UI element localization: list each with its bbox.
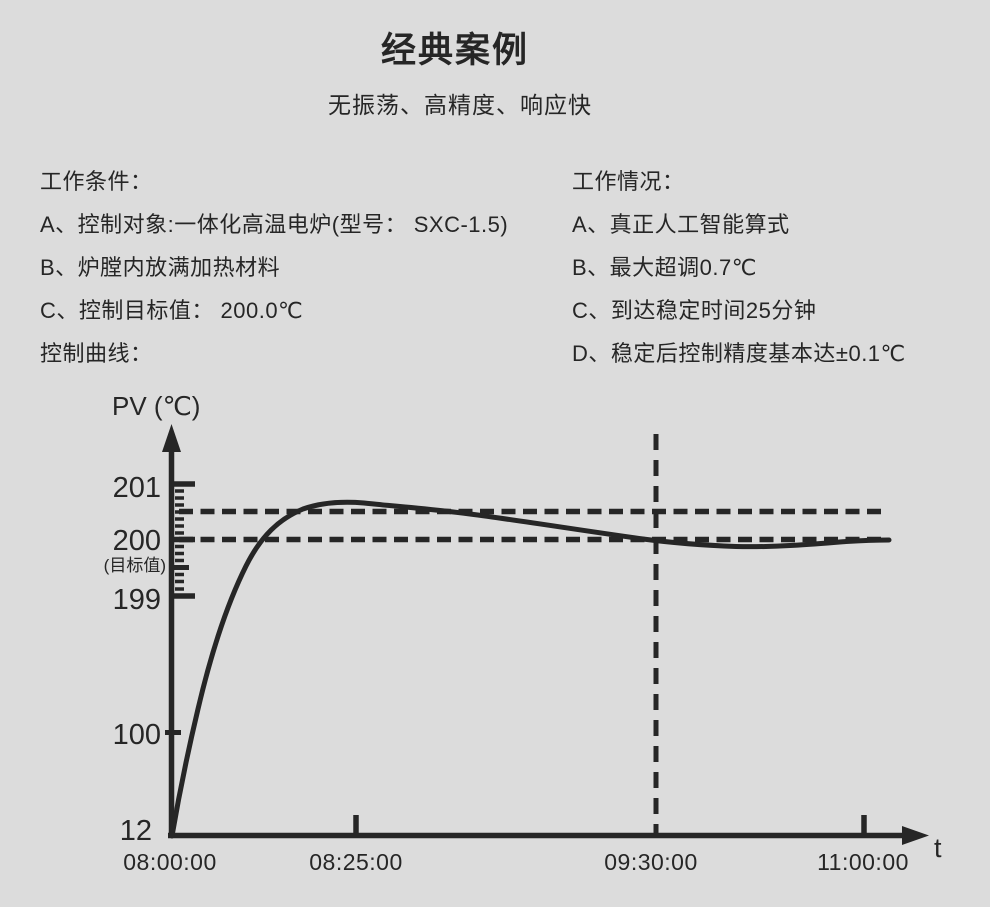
page-title: 经典案例 <box>380 31 529 70</box>
x-tick-label-0825: 08:25:00 <box>309 849 403 875</box>
y-tick-label-12: 12 <box>120 815 152 847</box>
result-item-c: C、到达稳定时间25分钟 <box>572 298 817 323</box>
condition-item-b: B、炉膛内放满加热材料 <box>40 255 281 280</box>
y-tick-label-200: 200 <box>113 525 161 557</box>
y-minor-ticks <box>175 489 184 591</box>
control-curve-label: 控制曲线： <box>40 341 153 366</box>
y-tick-label-199: 199 <box>113 584 161 616</box>
y-axis-arrow-icon <box>162 424 181 452</box>
x-axis-arrow-icon <box>902 826 929 845</box>
target-value-note: (目标值) <box>104 556 166 575</box>
y-tick-label-201: 201 <box>113 472 161 504</box>
y-major-ticks <box>174 481 195 599</box>
results-heading: 工作情况： <box>572 169 685 194</box>
pv-curve <box>169 499 892 839</box>
conditions-heading: 工作条件： <box>40 169 153 194</box>
condition-item-a: A、控制对象:一体化高温电炉(型号： SXC-1.5) <box>40 212 509 237</box>
result-item-a: A、真正人工智能算式 <box>572 212 790 237</box>
result-item-b: B、最大超调0.7℃ <box>572 255 757 280</box>
y-tick-label-100: 100 <box>113 719 161 751</box>
x-ticks <box>353 815 867 833</box>
working-results-block: 工作情况： A、真正人工智能算式 B、最大超调0.7℃ C、到达稳定时间25分钟… <box>572 160 906 375</box>
x-tick-label-0930: 09:30:00 <box>604 849 698 875</box>
control-curve-chart: PV (℃) t 201 200 (目标值) 199 100 12 08:00:… <box>104 391 942 875</box>
x-axis-title: t <box>934 833 942 863</box>
y-axis-title: PV (℃) <box>112 391 200 421</box>
condition-item-c: C、控制目标值： 200.0℃ <box>40 298 304 323</box>
working-conditions-block: 工作条件： A、控制对象:一体化高温电炉(型号： SXC-1.5) B、炉膛内放… <box>40 160 508 375</box>
x-tick-label-0800: 08:00:00 <box>123 849 217 875</box>
page-subtitle: 无振荡、高精度、响应快 <box>328 92 592 118</box>
result-item-d: D、稳定后控制精度基本达±0.1℃ <box>572 341 906 366</box>
x-tick-label-1100: 11:00:00 <box>817 849 909 875</box>
